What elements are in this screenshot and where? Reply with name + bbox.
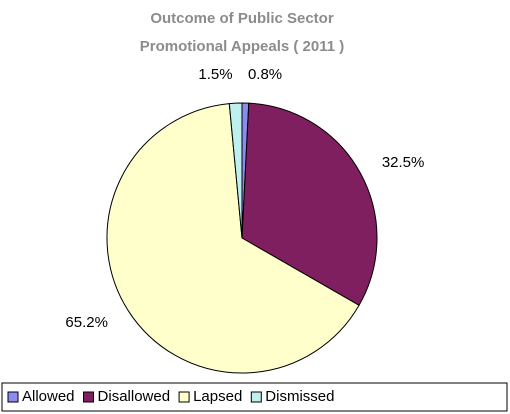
legend-label: Allowed: [22, 388, 75, 405]
legend-label: Dismissed: [265, 388, 334, 405]
chart-title: Promotional Appeals ( 2011 ): [140, 38, 345, 55]
data-label: 65.2%: [65, 314, 108, 331]
legend-swatch: [7, 391, 19, 403]
legend-swatch: [178, 391, 190, 403]
legend-label: Disallowed: [98, 388, 171, 405]
pie-slice: [106, 103, 360, 374]
legend-label: Lapsed: [193, 388, 242, 405]
pie-slice: [241, 102, 378, 306]
data-label: 0.8%: [248, 66, 282, 83]
legend-swatch: [83, 391, 95, 403]
data-label: 1.5%: [198, 66, 232, 83]
data-label: 32.5%: [382, 154, 425, 171]
chart-title: Outcome of Public Sector: [150, 10, 334, 27]
pie-slice: [228, 102, 243, 239]
legend-box: [1, 382, 508, 412]
legend-swatch: [250, 391, 262, 403]
